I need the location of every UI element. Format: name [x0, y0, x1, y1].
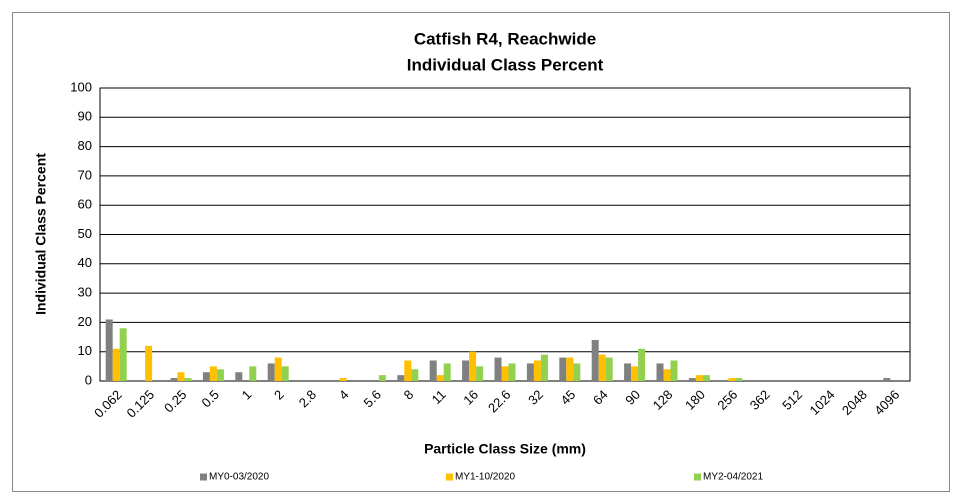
bar: [170, 378, 178, 381]
y-tick-label: 60: [78, 197, 92, 212]
bar: [112, 348, 120, 381]
legend-swatch: [200, 473, 207, 481]
bar: [281, 366, 289, 381]
bar: [501, 366, 509, 381]
bar: [184, 378, 192, 381]
y-tick-label: 80: [78, 138, 92, 153]
bar: [267, 363, 275, 381]
bar: [105, 319, 113, 381]
bar: [670, 360, 678, 381]
legend-label: MY1-10/2020: [455, 472, 515, 483]
bar: [462, 360, 470, 381]
bar: [883, 378, 891, 381]
bar: [378, 375, 386, 381]
bar: [476, 366, 484, 381]
bar: [624, 363, 632, 381]
bar: [695, 375, 703, 381]
bar: [339, 378, 347, 381]
bar: [145, 345, 153, 381]
y-tick-label: 10: [78, 343, 92, 358]
chart-subtitle: Individual Class Percent: [407, 55, 604, 74]
bar: [216, 369, 224, 381]
legend-label: MY2-04/2021: [703, 472, 763, 483]
bar: [559, 357, 567, 381]
bar: [443, 363, 451, 381]
y-tick-label: 50: [78, 226, 92, 241]
y-tick-label: 90: [78, 109, 92, 124]
bar: [397, 375, 405, 381]
bar: [249, 366, 257, 381]
bar: [631, 366, 639, 381]
bar: [404, 360, 412, 381]
bar: [598, 354, 606, 381]
bar: [605, 357, 613, 381]
y-tick-label: 20: [78, 314, 92, 329]
y-axis-title: Individual Class Percent: [33, 153, 49, 315]
legend-swatch: [446, 473, 453, 481]
bar: [526, 363, 534, 381]
bar: [591, 339, 599, 381]
bar: [411, 369, 419, 381]
bar: [533, 360, 541, 381]
bar: [209, 366, 217, 381]
bar: [177, 372, 185, 381]
bar: [566, 357, 574, 381]
bar: [728, 378, 736, 381]
y-tick-label: 30: [78, 285, 92, 300]
chart-border: [12, 12, 950, 492]
bar: [469, 351, 477, 381]
bar: [494, 357, 502, 381]
bar: [540, 354, 548, 381]
y-tick-label: 70: [78, 167, 92, 182]
chart-title: Catfish R4, Reachwide: [414, 29, 596, 48]
bar: [638, 348, 646, 381]
bar: [688, 378, 696, 381]
bar: [656, 363, 664, 381]
bar: [573, 363, 581, 381]
legend-swatch: [694, 473, 701, 481]
bar: [663, 369, 671, 381]
x-axis-title: Particle Class Size (mm): [424, 441, 586, 457]
y-tick-label: 40: [78, 255, 92, 270]
bar: [702, 375, 710, 381]
bar: [508, 363, 516, 381]
legend-label: MY0-03/2020: [209, 472, 269, 483]
y-tick-label: 0: [85, 372, 92, 387]
bar: [202, 372, 210, 381]
bar: [119, 328, 127, 381]
y-tick-label: 100: [70, 79, 92, 94]
bar: [735, 378, 743, 381]
bar: [436, 375, 444, 381]
bar: [235, 372, 243, 381]
bar: [429, 360, 437, 381]
bar: [274, 357, 282, 381]
